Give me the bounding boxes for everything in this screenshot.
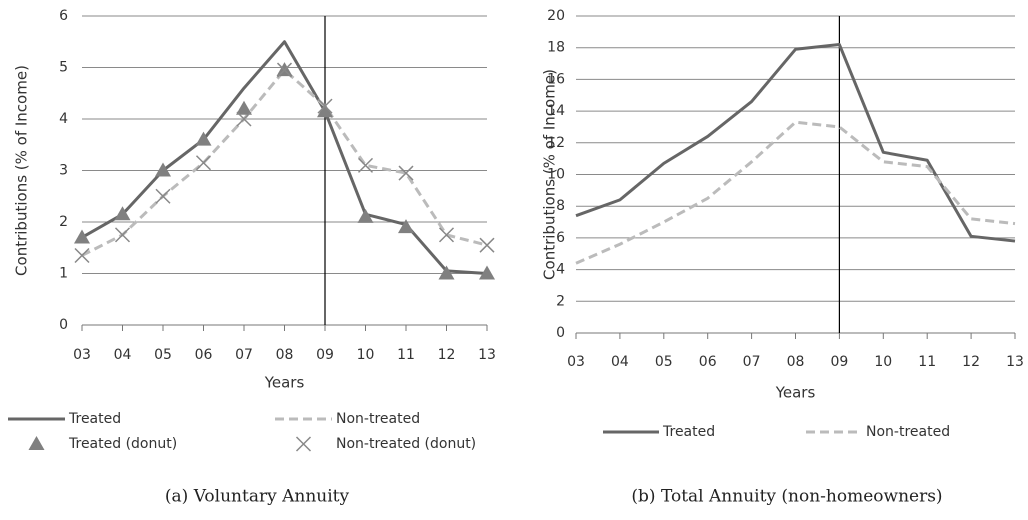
caption: (a) Voluntary Annuity bbox=[165, 487, 350, 507]
y-tick-label: 2 bbox=[556, 293, 565, 309]
x-tick-label: 13 bbox=[478, 347, 496, 363]
x-tick-label: 12 bbox=[962, 354, 980, 370]
y-tick-label: 4 bbox=[556, 262, 565, 278]
triangle-marker bbox=[195, 131, 212, 146]
x-marker bbox=[276, 62, 293, 78]
y-tick-label: 6 bbox=[59, 8, 68, 24]
y-tick-label: 0 bbox=[556, 325, 565, 341]
y-tick-label: 12 bbox=[547, 135, 565, 151]
x-axis-title: Years bbox=[775, 384, 816, 402]
x-tick-label: 06 bbox=[195, 347, 213, 363]
legend-label: Treated bbox=[68, 411, 121, 427]
x-tick-label: 10 bbox=[357, 347, 375, 363]
triangle-marker bbox=[438, 265, 455, 280]
x-marker bbox=[74, 247, 90, 264]
series-line bbox=[575, 120, 1016, 265]
x-marker bbox=[438, 227, 455, 243]
x-tick-label: 09 bbox=[830, 354, 848, 370]
x-tick-label: 07 bbox=[743, 354, 761, 370]
x-tick-label: 04 bbox=[114, 347, 132, 363]
triangle-marker bbox=[479, 265, 495, 280]
x-tick-label: 13 bbox=[1006, 354, 1024, 370]
y-axis-title: Contributions (% of Income) bbox=[541, 69, 559, 280]
x-tick-label: 09 bbox=[316, 347, 334, 363]
legend-label: Non-treated bbox=[336, 411, 420, 427]
triangle-marker bbox=[74, 229, 90, 244]
y-tick-label: 18 bbox=[547, 40, 565, 56]
caption: (b) Total Annuity (non-homeowners) bbox=[631, 487, 942, 507]
x-marker bbox=[295, 436, 312, 452]
x-tick-label: 07 bbox=[235, 347, 253, 363]
x-marker bbox=[236, 111, 252, 127]
series-line bbox=[81, 40, 488, 275]
legend-label: Non-treated (donut) bbox=[336, 436, 476, 452]
x-tick-label: 08 bbox=[276, 347, 294, 363]
y-tick-label: 4 bbox=[59, 111, 68, 127]
x-tick-label: 11 bbox=[918, 354, 936, 370]
x-tick-label: 08 bbox=[787, 354, 805, 370]
legend-label: Non-treated bbox=[866, 424, 950, 440]
x-marker bbox=[479, 237, 495, 253]
y-tick-label: 2 bbox=[59, 214, 68, 230]
x-axis-title: Years bbox=[264, 374, 305, 392]
y-tick-label: 5 bbox=[59, 60, 68, 76]
x-marker bbox=[114, 227, 131, 243]
y-tick-label: 16 bbox=[547, 71, 565, 87]
x-marker bbox=[195, 155, 212, 171]
y-tick-label: 1 bbox=[59, 266, 68, 282]
triangle-marker bbox=[236, 100, 252, 115]
y-tick-label: 0 bbox=[59, 317, 68, 333]
y-tick-label: 14 bbox=[547, 103, 565, 119]
y-tick-label: 6 bbox=[556, 230, 565, 246]
triangle-marker bbox=[317, 103, 333, 118]
x-tick-label: 10 bbox=[874, 354, 892, 370]
triangle-marker bbox=[357, 208, 374, 223]
x-marker bbox=[317, 98, 333, 114]
y-tick-label: 10 bbox=[547, 167, 565, 183]
x-marker bbox=[398, 165, 414, 181]
series-line bbox=[575, 43, 1016, 243]
series-line bbox=[81, 68, 488, 257]
x-tick-label: 11 bbox=[397, 347, 415, 363]
x-tick-label: 03 bbox=[567, 354, 585, 370]
x-tick-label: 05 bbox=[655, 354, 673, 370]
triangle-marker bbox=[155, 162, 171, 177]
y-tick-label: 3 bbox=[59, 163, 68, 179]
x-tick-label: 06 bbox=[699, 354, 717, 370]
y-tick-label: 8 bbox=[556, 198, 565, 214]
legend-label: Treated (donut) bbox=[68, 436, 177, 452]
triangle-marker bbox=[28, 436, 45, 450]
x-tick-label: 03 bbox=[73, 347, 91, 363]
x-tick-label: 05 bbox=[154, 347, 172, 363]
legend-label: Treated bbox=[662, 424, 715, 440]
triangle-marker bbox=[114, 206, 131, 221]
y-tick-label: 20 bbox=[547, 8, 565, 24]
x-tick-label: 12 bbox=[438, 347, 456, 363]
x-marker bbox=[357, 157, 374, 173]
x-tick-label: 04 bbox=[611, 354, 629, 370]
x-marker bbox=[155, 188, 171, 204]
triangle-marker bbox=[398, 219, 414, 234]
y-axis-title: Contributions (% of Income) bbox=[13, 65, 31, 276]
